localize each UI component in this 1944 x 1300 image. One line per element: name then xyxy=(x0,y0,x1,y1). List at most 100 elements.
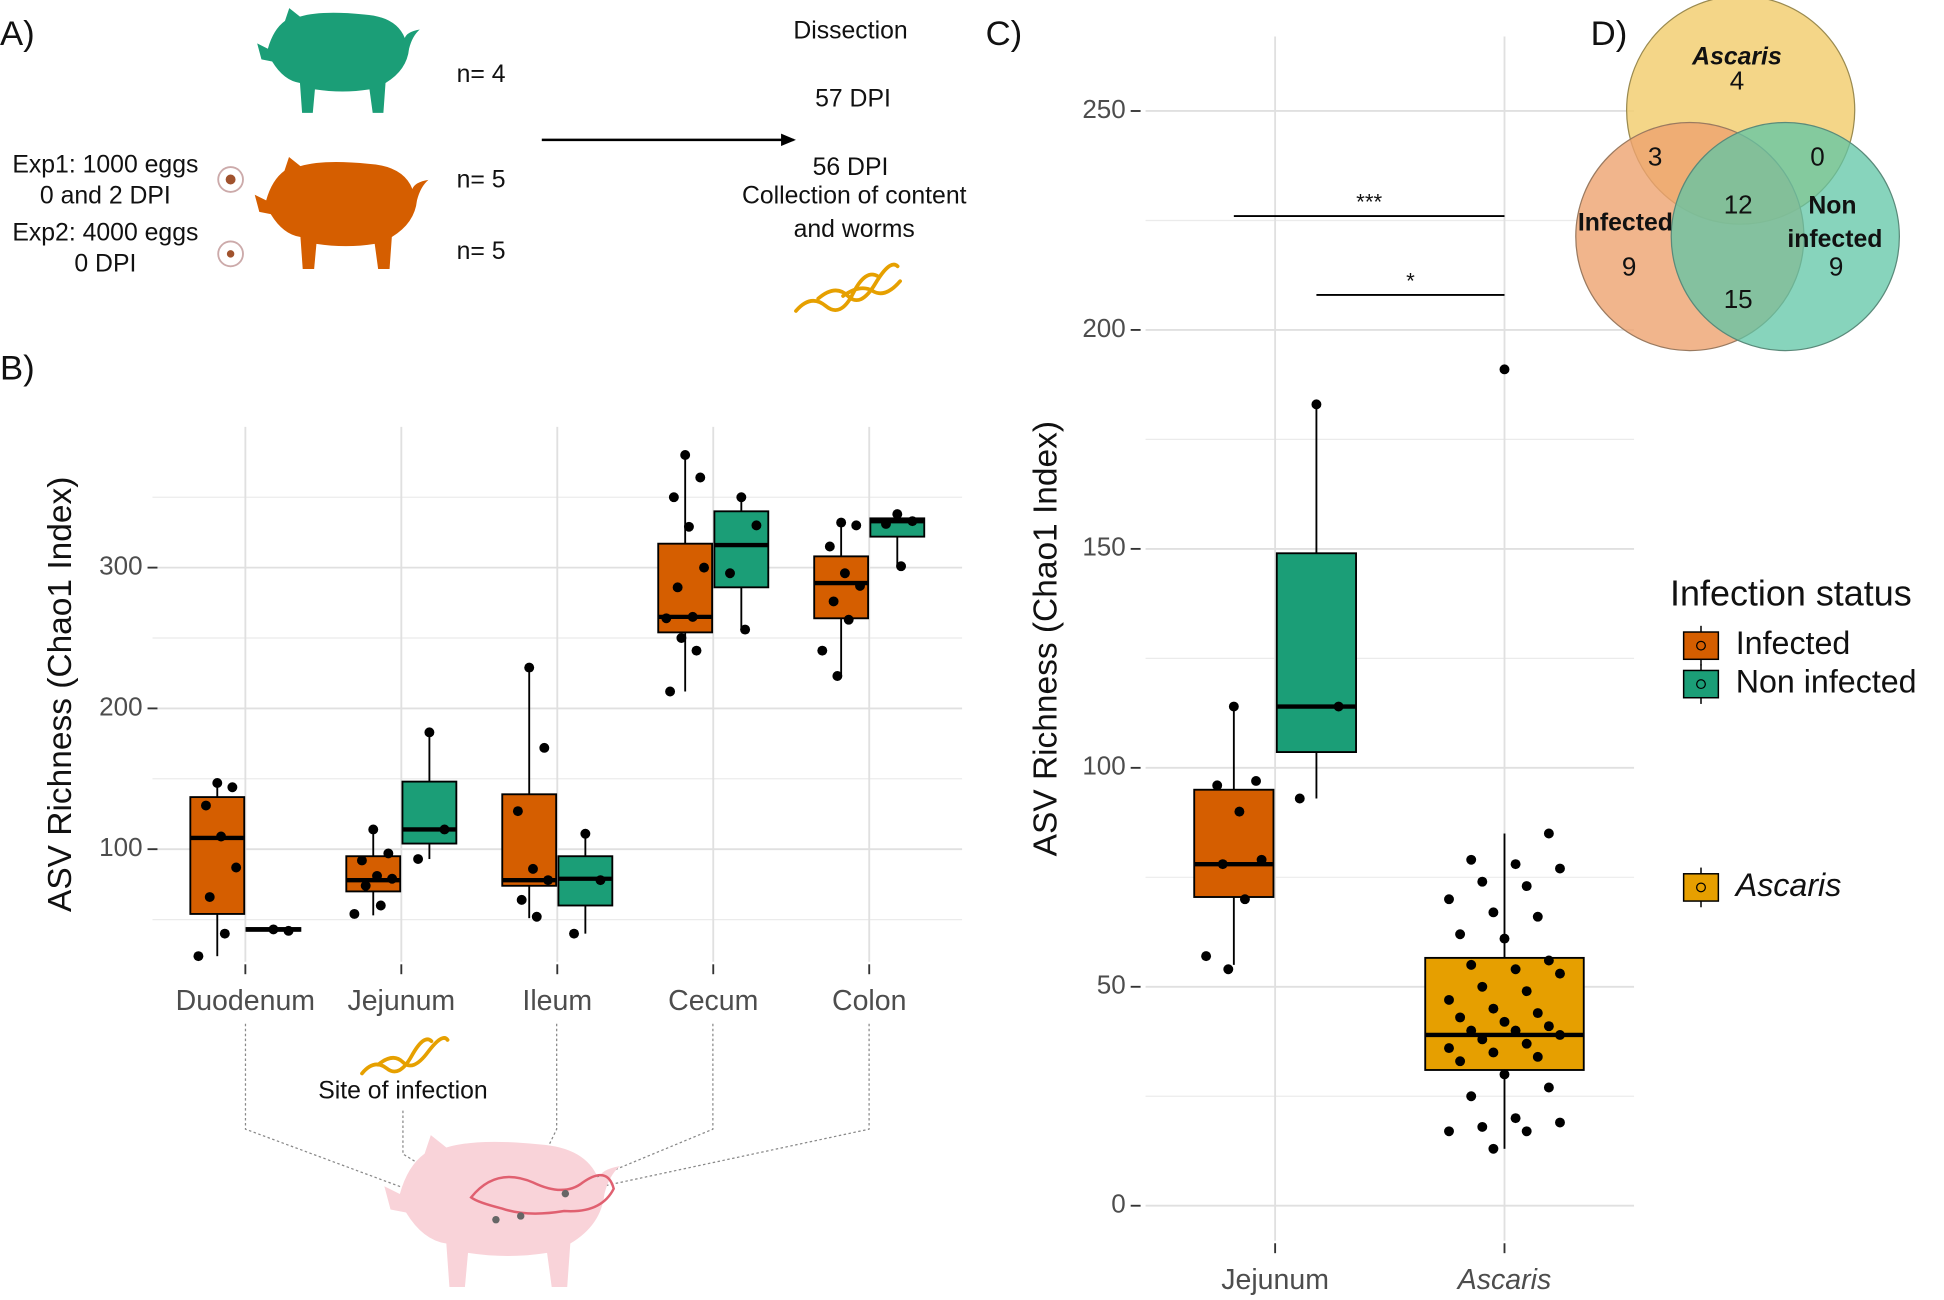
data-point xyxy=(1543,955,1554,966)
pig-outline xyxy=(384,1135,620,1287)
data-point xyxy=(1217,859,1228,870)
venn-count: 4 xyxy=(1730,66,1744,96)
data-point xyxy=(595,875,606,886)
data-point xyxy=(1543,828,1554,839)
box-group xyxy=(1424,364,1585,1154)
box-group xyxy=(657,450,714,697)
step-text: Collection of content xyxy=(742,182,967,209)
data-point xyxy=(1543,1021,1554,1032)
data-point xyxy=(1488,1143,1499,1154)
data-point xyxy=(828,596,839,607)
data-point xyxy=(283,925,294,936)
egg-icon xyxy=(217,166,244,268)
venn-set xyxy=(1670,121,1900,352)
data-point xyxy=(1510,859,1521,870)
box xyxy=(1275,552,1357,754)
data-point xyxy=(836,517,847,528)
data-point xyxy=(824,541,835,552)
data-point xyxy=(1294,793,1305,804)
data-point xyxy=(740,624,751,635)
data-point xyxy=(413,854,424,864)
data-point xyxy=(1251,776,1261,786)
data-point xyxy=(687,611,698,622)
group-n: n= 5 xyxy=(457,238,506,265)
data-point xyxy=(531,911,542,922)
box xyxy=(401,780,458,845)
x-tick-label: Ascaris xyxy=(1456,1264,1551,1296)
y-tick-label: 100 xyxy=(1082,751,1125,781)
data-point xyxy=(907,516,918,527)
venn-diagram: D) Ascaris Infected Non infected 4 3 0 1… xyxy=(1575,0,1900,352)
data-point xyxy=(227,782,238,793)
panel-b-decor: B) Site of infection xyxy=(0,350,870,1287)
data-point xyxy=(1499,933,1510,944)
legend-title: Infection status xyxy=(1670,573,1912,614)
data-point xyxy=(216,831,227,842)
data-point xyxy=(1228,701,1239,712)
venn-count: 0 xyxy=(1810,141,1824,171)
box-group xyxy=(813,517,870,681)
data-point xyxy=(1555,1029,1565,1040)
data-point xyxy=(680,450,691,460)
data-point xyxy=(839,568,850,579)
data-point xyxy=(383,848,394,859)
x-tick-label: Duodenum xyxy=(176,985,315,1017)
pig-icon xyxy=(257,8,420,113)
data-point xyxy=(665,686,676,697)
data-point xyxy=(1555,1117,1565,1128)
data-point xyxy=(201,800,211,811)
y-tick-label: 0 xyxy=(1111,1189,1125,1219)
legend-key xyxy=(1682,631,1720,661)
data-point xyxy=(1477,876,1488,887)
exp-text: 0 and 2 DPI xyxy=(40,182,171,209)
data-point xyxy=(751,520,762,531)
data-point xyxy=(193,951,204,962)
data-point xyxy=(1333,701,1344,712)
data-point xyxy=(528,863,538,874)
legend-key xyxy=(1696,882,1706,893)
x-tick-label: Jejunum xyxy=(347,985,455,1017)
data-point xyxy=(1477,981,1488,992)
box xyxy=(1193,788,1275,898)
data-point xyxy=(360,880,371,891)
x-tick-label: Jejunum xyxy=(1221,1264,1329,1296)
data-point xyxy=(1555,863,1565,874)
data-point xyxy=(817,645,828,656)
data-point xyxy=(881,519,891,529)
data-point xyxy=(375,900,386,911)
data-point xyxy=(543,875,554,886)
data-point xyxy=(1499,1016,1510,1027)
box-group xyxy=(345,824,402,919)
data-point xyxy=(1201,951,1212,962)
data-point xyxy=(1466,854,1477,865)
y-tick-label: 300 xyxy=(99,550,142,580)
worm-icon xyxy=(794,262,902,313)
panel-label: D) xyxy=(1591,15,1628,53)
panel-a: A) n= 4 Exp1: 1000 eggs 0 and 2 DPI n= 5… xyxy=(0,8,967,313)
data-point xyxy=(1212,780,1223,791)
panel-label: A) xyxy=(0,15,35,53)
data-point xyxy=(204,892,215,903)
data-point xyxy=(516,894,527,905)
data-point xyxy=(1311,399,1322,410)
data-point xyxy=(569,928,580,939)
venn-count: 3 xyxy=(1648,141,1662,171)
data-point xyxy=(1521,1126,1532,1137)
group-n: n= 4 xyxy=(457,61,506,88)
box-group xyxy=(713,492,770,635)
y-tick-label: 150 xyxy=(1082,532,1125,562)
y-tick-label: 250 xyxy=(1082,94,1125,124)
y-tick-label: 200 xyxy=(1082,313,1125,343)
data-point xyxy=(1532,1008,1543,1019)
data-point xyxy=(1444,1126,1454,1137)
data-point xyxy=(1510,1113,1521,1124)
legend-key xyxy=(1682,873,1720,902)
data-point xyxy=(695,472,706,483)
data-point xyxy=(896,561,907,572)
significance-label: * xyxy=(1406,268,1415,293)
data-point xyxy=(683,521,694,532)
step-text: and worms xyxy=(794,216,915,243)
data-point xyxy=(892,509,903,520)
exp-text: 0 DPI xyxy=(74,251,136,278)
site-note: Site of infection xyxy=(318,1078,487,1105)
